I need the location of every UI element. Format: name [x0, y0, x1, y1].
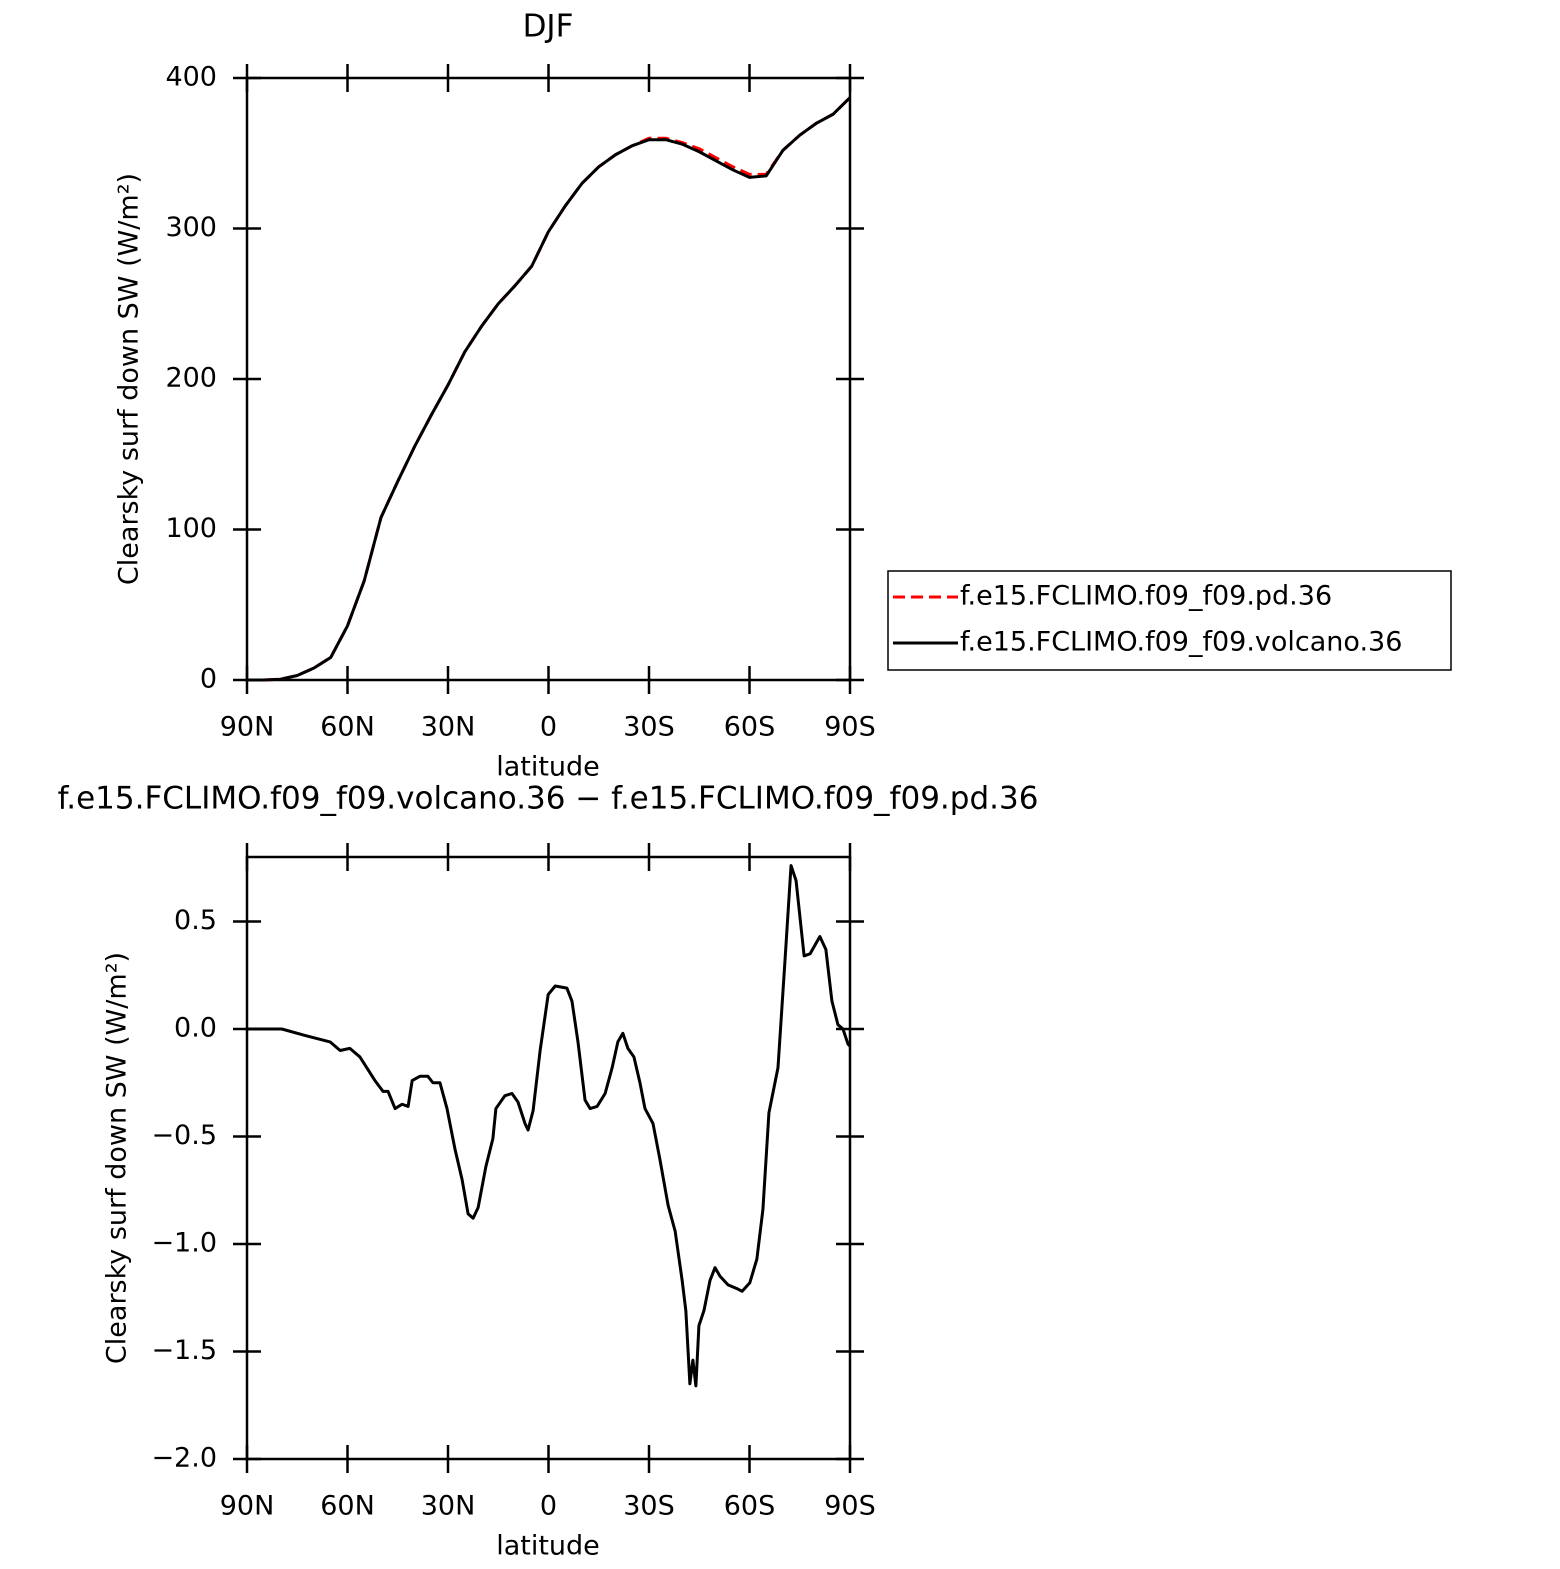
y-tick-label: −1.5 — [151, 1335, 217, 1366]
data-line — [247, 96, 852, 682]
y-tick-label: −1.0 — [151, 1228, 217, 1259]
x-tick-label: 60S — [724, 712, 776, 743]
x-tick-label: 30S — [623, 712, 675, 743]
y-tick-label: 400 — [165, 62, 217, 93]
legend-label: f.e15.FCLIMO.f09_f09.pd.36 — [960, 581, 1332, 612]
y-tick-label: 0.5 — [174, 905, 217, 936]
x-tick-label: 60N — [320, 1491, 375, 1522]
y-tick-label: −0.5 — [151, 1120, 217, 1151]
x-tick-label: 90S — [824, 1491, 876, 1522]
y-tick-label: 0.0 — [174, 1013, 217, 1044]
data-line — [247, 96, 852, 682]
plot-frame — [245, 76, 852, 682]
y-tick-label: 300 — [165, 212, 217, 243]
chart-title: f.e15.FCLIMO.f09_f09.volcano.36 − f.e15.… — [58, 781, 1039, 817]
plot-frame — [245, 855, 852, 1461]
legend-label: f.e15.FCLIMO.f09_f09.volcano.36 — [960, 627, 1402, 658]
x-tick-label: 0 — [540, 1491, 557, 1522]
data-line — [247, 864, 852, 1388]
x-tick-label: 30S — [623, 1491, 675, 1522]
x-axis-label: latitude — [496, 1531, 600, 1562]
y-tick-label: 200 — [165, 363, 217, 394]
chart-title: DJF — [523, 9, 574, 45]
x-tick-label: 30N — [421, 1491, 476, 1522]
x-tick-label: 60N — [320, 712, 375, 743]
x-tick-label: 90N — [220, 1491, 275, 1522]
y-tick-label: 100 — [165, 513, 217, 544]
x-tick-label: 0 — [540, 712, 557, 743]
y-axis-label: Clearsky surf down SW (W/m²) — [114, 173, 145, 585]
x-axis-label: latitude — [496, 752, 600, 783]
y-tick-label: −2.0 — [151, 1443, 217, 1474]
x-tick-label: 30N — [421, 712, 476, 743]
y-axis-label: Clearsky surf down SW (W/m²) — [102, 952, 133, 1364]
x-tick-label: 90S — [824, 712, 876, 743]
legend: f.e15.FCLIMO.f09_f09.pd.36 f.e15.FCLIMO.f… — [887, 570, 1452, 671]
x-tick-label: 60S — [724, 1491, 776, 1522]
legend-box — [887, 570, 1452, 671]
x-tick-label: 90N — [220, 712, 275, 743]
y-tick-label: 0 — [200, 664, 217, 695]
